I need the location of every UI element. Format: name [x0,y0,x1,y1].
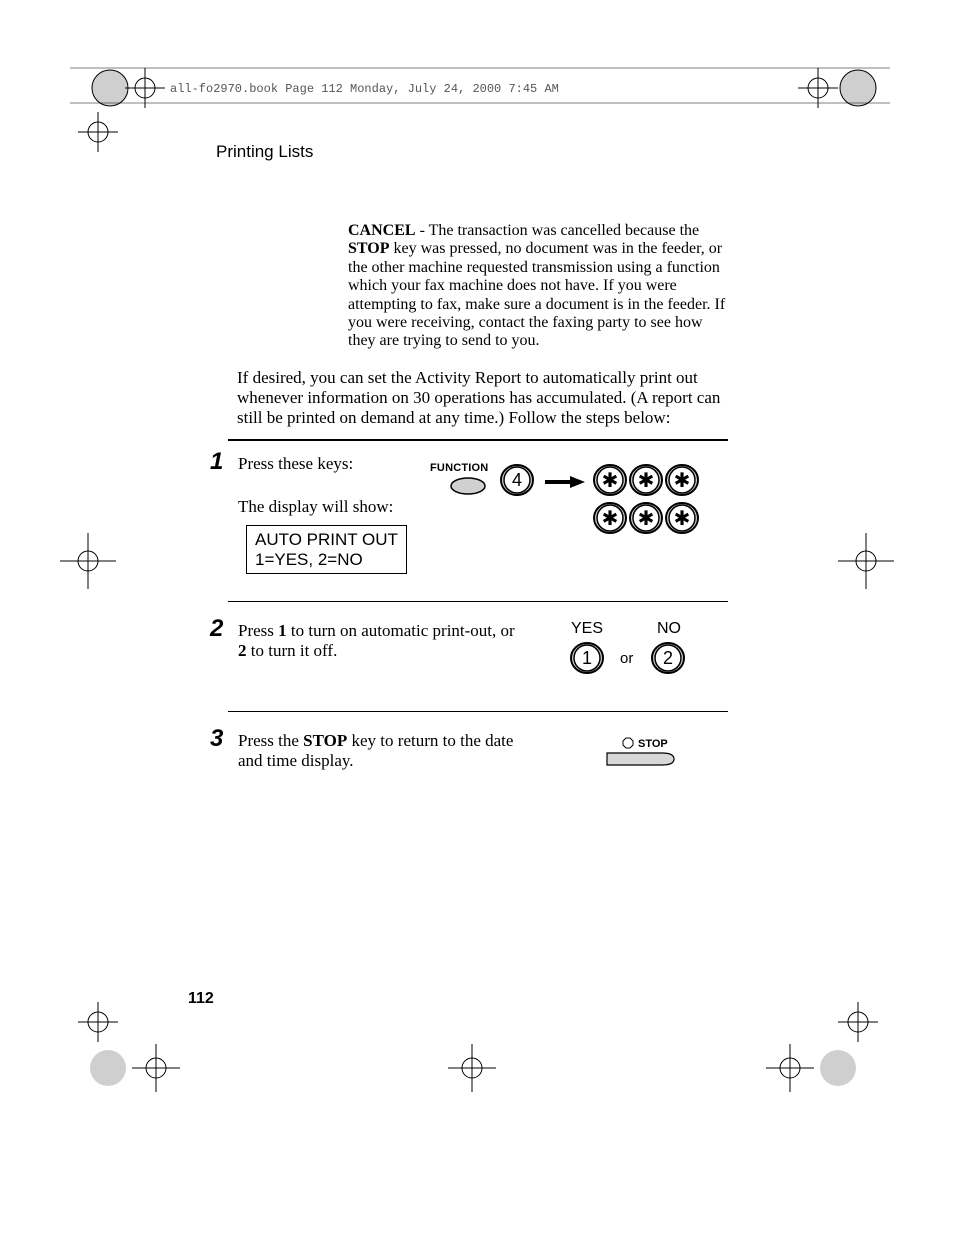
display-line-2: 1=YES, 2=NO [255,550,363,569]
crop-header: all-fo2970.book Page 112 Monday, July 24… [170,82,559,96]
stop-label: STOP [638,738,668,750]
step-3-number: 3 [210,725,223,753]
step-2-key-1-ref: 1 [278,621,287,640]
registration-marks [0,0,954,1235]
svg-text:✱: ✱ [674,470,691,492]
stop-key-ref: STOP [348,240,390,257]
divider-mid-2 [228,711,728,712]
step-3-stop-ref: STOP [303,731,347,750]
svg-text:✱: ✱ [674,508,691,530]
cancel-label: CANCEL [348,222,416,239]
step-2-keys: 1 2 [560,640,730,680]
auto-print-paragraph: If desired, you can set the Activity Rep… [237,368,737,428]
svg-text:✱: ✱ [638,470,655,492]
cancel-text-1: - The transaction was cancelled because … [416,222,700,239]
section-title: Printing Lists [216,142,313,162]
cancel-text-2: key was pressed, no document was in the … [348,240,725,349]
page-number: 112 [188,990,214,1008]
svg-text:1: 1 [582,648,592,668]
step-2-text-c: to turn it off. [247,641,338,660]
svg-text:✱: ✱ [638,508,655,530]
cancel-paragraph: CANCEL - The transaction was cancelled b… [348,222,730,351]
stop-octagon-icon [622,737,634,749]
step-1-number: 1 [210,448,223,476]
step-1-key-row: 4 ✱ ✱ ✱ ✱ ✱ [430,458,720,548]
divider-mid-1 [228,601,728,602]
step-2-key-2-ref: 2 [238,641,247,660]
divider-top [228,439,728,441]
step-2-text-b: to turn on automatic print-out, or [287,621,515,640]
svg-text:✱: ✱ [602,470,619,492]
display-line-1: AUTO PRINT OUT [255,530,398,549]
display-box: AUTO PRINT OUT 1=YES, 2=NO [246,525,407,574]
svg-text:2: 2 [663,648,673,668]
svg-text:✱: ✱ [602,508,619,530]
step-2-number: 2 [210,615,223,643]
no-label: NO [644,620,694,638]
step-2-text: Press 1 to turn on automatic print-out, … [238,621,518,660]
step-2-text-a: Press [238,621,278,640]
or-text: or [620,650,633,667]
yes-label: YES [562,620,612,638]
step-3-text: Press the STOP key to return to the date… [238,731,518,770]
step-3-text-a: Press the [238,731,303,750]
svg-text:4: 4 [512,470,522,490]
stop-key-icon [602,750,682,770]
